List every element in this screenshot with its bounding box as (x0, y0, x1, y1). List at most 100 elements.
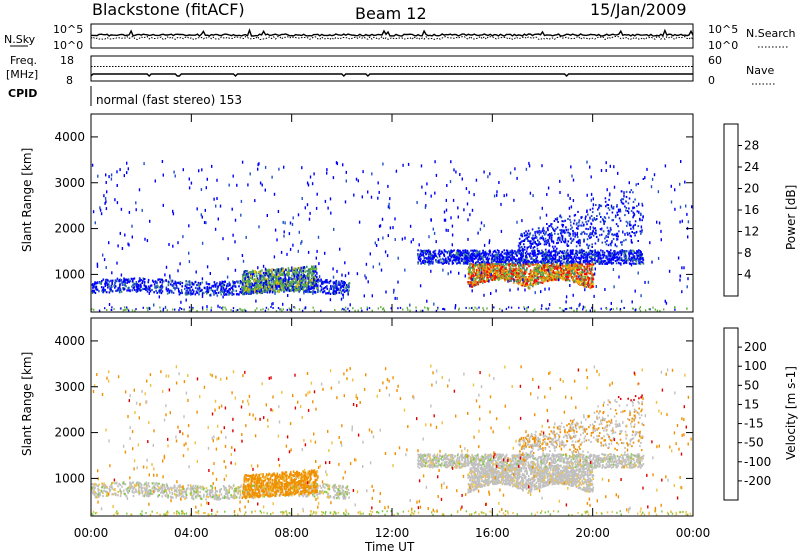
heatmap-cell (616, 259, 618, 262)
heatmap-cell (535, 236, 538, 238)
heatmap-cell (283, 270, 285, 273)
heatmap-cell (582, 308, 584, 311)
heatmap-cell (226, 285, 228, 288)
heatmap-cell (563, 274, 566, 276)
heatmap-cell (516, 273, 518, 276)
heatmap-cell (228, 291, 231, 294)
heatmap-cell (140, 278, 142, 282)
heatmap-cell (177, 281, 180, 284)
heatmap-cell (579, 275, 581, 278)
heatmap-cell (452, 262, 455, 265)
heatmap-cell (478, 275, 480, 277)
heatmap-cell (537, 266, 539, 269)
heatmap-cell (312, 286, 314, 290)
heatmap-cell (118, 291, 121, 294)
heatmap-cell (429, 257, 432, 260)
heatmap-cell (521, 276, 524, 279)
heatmap-cell (126, 306, 128, 309)
heatmap-cell (476, 263, 478, 266)
heatmap-cell (159, 286, 162, 289)
heatmap-cell (431, 261, 433, 264)
heatmap-cell (499, 257, 501, 260)
heatmap-cell (581, 268, 583, 271)
heatmap-cell (476, 269, 478, 272)
heatmap-cell (472, 271, 475, 274)
heatmap-cell (534, 251, 536, 254)
heatmap-cell (534, 236, 537, 239)
heatmap-cell (493, 306, 495, 309)
heatmap-cell (127, 289, 130, 292)
heatmap-cell (554, 254, 557, 257)
heatmap-cell (146, 290, 149, 293)
heatmap-cell (525, 234, 527, 237)
heatmap-cell (429, 251, 431, 254)
heatmap-cell (508, 278, 510, 280)
heatmap-cell (542, 277, 545, 280)
heatmap-cell (267, 283, 269, 286)
heatmap-cell (288, 280, 291, 284)
heatmap-cell (266, 279, 268, 282)
heatmap-cell (123, 278, 126, 281)
heatmap-cell (283, 283, 286, 286)
heatmap-cell (566, 275, 569, 278)
heatmap-cell (446, 251, 449, 254)
heatmap-cell (438, 255, 441, 258)
heatmap-cell (553, 278, 556, 281)
heatmap-cell (623, 306, 625, 309)
heatmap-cell (575, 258, 577, 261)
heatmap-cell (565, 267, 567, 270)
heatmap-cell (277, 272, 279, 275)
heatmap-cell (628, 258, 631, 261)
heatmap-cell (571, 226, 573, 229)
heatmap-cell (422, 309, 424, 312)
heatmap-cell (578, 265, 581, 268)
heatmap-cell (501, 275, 504, 278)
heatmap-cell (518, 264, 520, 267)
heatmap-cell (473, 283, 476, 286)
heatmap-cell (479, 266, 481, 269)
heatmap-cell (494, 264, 497, 267)
heatmap-cell (533, 269, 535, 272)
heatmap-cell (308, 280, 310, 284)
heatmap-cell (483, 253, 486, 256)
heatmap-cell (630, 257, 632, 260)
heatmap-cell (626, 210, 629, 212)
heatmap-cell (527, 239, 529, 242)
heatmap-cell (608, 250, 611, 253)
heatmap-cell (259, 275, 262, 278)
heatmap-cell (516, 281, 519, 284)
heatmap-cell (546, 275, 548, 278)
heatmap-cell (241, 289, 244, 292)
heatmap-cell (274, 271, 277, 274)
heatmap-cell (128, 286, 130, 289)
heatmap-cell (199, 287, 201, 290)
heatmap-cell (475, 249, 478, 252)
heatmap-cell (514, 263, 517, 266)
heatmap-cell (601, 241, 604, 244)
heatmap-cell (327, 292, 330, 295)
heatmap-cell (557, 251, 559, 254)
heatmap-cell (561, 225, 564, 228)
heatmap-cell (539, 269, 541, 271)
heatmap-cell (504, 279, 506, 282)
heatmap-cell (146, 288, 149, 291)
heatmap-cell (545, 277, 547, 280)
heatmap-cell (335, 283, 337, 286)
heatmap-cell (241, 309, 243, 312)
heatmap-cell (603, 259, 605, 262)
heatmap-cell (425, 261, 428, 264)
heatmap-cell (568, 279, 571, 282)
heatmap-cell (495, 265, 498, 268)
heatmap-cell (94, 281, 96, 284)
heatmap-cell (291, 283, 294, 286)
heatmap-cell (552, 276, 555, 279)
heatmap-cell (479, 258, 481, 261)
heatmap-cell (251, 273, 253, 276)
heatmap-cell (465, 306, 467, 309)
heatmap-cell (539, 276, 541, 279)
heatmap-cell (478, 269, 480, 272)
heatmap-cell (503, 249, 505, 252)
heatmap-cell (568, 272, 571, 275)
heatmap-cell (533, 250, 535, 253)
heatmap-cell (548, 251, 551, 254)
